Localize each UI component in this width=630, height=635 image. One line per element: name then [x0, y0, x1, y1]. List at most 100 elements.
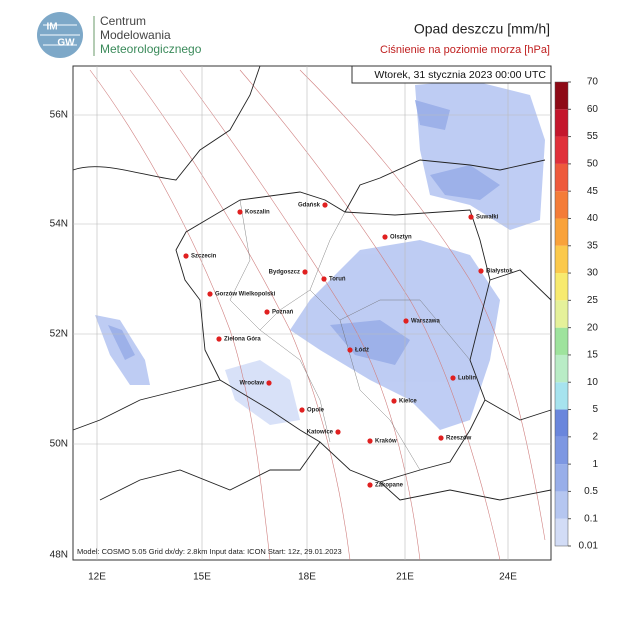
colorbar-segment — [555, 491, 568, 519]
city-label: Poznań — [272, 310, 294, 316]
colorbar-segment — [555, 82, 568, 110]
city-label: Rzeszów — [446, 436, 472, 442]
city-marker — [367, 482, 373, 488]
city-label: Suwałki — [476, 215, 499, 221]
city-label: Koszalin — [245, 210, 270, 216]
colorbar-label: 30 — [587, 268, 599, 279]
colorbar-label: 60 — [587, 104, 599, 115]
city-marker — [347, 347, 353, 353]
lon-label: 24E — [499, 572, 517, 583]
city-marker — [299, 407, 305, 413]
logo: IM GW — [37, 12, 83, 58]
graticule — [73, 66, 551, 560]
city-marker — [468, 214, 474, 220]
lon-label: 21E — [396, 572, 414, 583]
colorbar-segment — [555, 273, 568, 301]
colorbar-frame — [554, 81, 569, 547]
city-marker — [382, 234, 388, 240]
city-marker — [391, 398, 397, 404]
lon-label: 15E — [193, 572, 211, 583]
isobar — [129, 69, 351, 561]
colorbar-label: 10 — [587, 377, 599, 388]
lat-label: 52N — [50, 329, 68, 340]
city-marker — [478, 268, 484, 274]
colorbar-label: 15 — [587, 350, 599, 361]
city-label: Szczecin — [191, 254, 217, 260]
precipitation — [95, 80, 545, 430]
lat-label: 56N — [50, 110, 68, 121]
region-border — [339, 319, 421, 471]
colorbar-segment — [555, 409, 568, 437]
border — [379, 481, 552, 501]
city-label: Wrocław — [239, 381, 264, 387]
city-label: Łódź — [355, 348, 369, 354]
lon-label: 12E — [88, 572, 106, 583]
colorbar-label: 0.01 — [579, 541, 599, 552]
colorbar-label: 20 — [587, 322, 599, 333]
precip-core — [430, 165, 500, 200]
lat-label: 54N — [50, 219, 68, 230]
city-label: Lublin — [458, 376, 476, 382]
city-label: Kraków — [375, 439, 397, 445]
city-marker — [302, 269, 308, 275]
colorbar-segment — [555, 245, 568, 274]
city-label: Toruń — [329, 277, 346, 283]
colorbar-label: 0.1 — [584, 513, 598, 524]
colorbar-segment — [555, 218, 568, 246]
valid-time: Wtorek, 31 stycznia 2023 00:00 UTC — [374, 69, 546, 81]
isobar — [89, 69, 271, 561]
border — [344, 159, 546, 213]
region-border — [309, 289, 471, 361]
colorbar-label: 40 — [587, 213, 599, 224]
logo-text: GW — [57, 38, 75, 49]
org-name: Modelowania — [100, 28, 171, 42]
colorbar-segment — [555, 436, 568, 465]
isobar — [299, 69, 546, 541]
colorbar-label: 1 — [592, 459, 598, 470]
colorbar-label: 0.5 — [584, 486, 598, 497]
region-border — [229, 199, 346, 331]
precip-area — [225, 360, 300, 425]
colorbar-segment — [555, 354, 568, 383]
isobars — [89, 69, 546, 561]
border — [72, 379, 221, 431]
title: Opad deszczu [mm/h] — [414, 21, 550, 37]
axes: 56N 54N 52N 50N 48N 12E 15E 18E 21E 24E — [50, 110, 518, 583]
borders — [72, 65, 552, 501]
city-label: Bydgoszcz — [269, 270, 300, 276]
org-name: Centrum — [100, 14, 146, 28]
city-marker — [335, 429, 341, 435]
isobar — [179, 69, 421, 561]
city-label: Białystok — [486, 269, 513, 275]
city-marker — [216, 336, 222, 342]
colorbar-segment — [555, 109, 568, 137]
logo-text: IM — [46, 22, 57, 33]
coastline — [72, 65, 261, 181]
colorbar-label: 5 — [592, 404, 598, 415]
city-marker — [237, 209, 243, 215]
colorbar-segment — [555, 327, 568, 355]
colorbar-label: 35 — [587, 240, 599, 251]
colorbar-segment — [555, 136, 568, 164]
subtitle: Ciśnienie na poziomie morza [hPa] — [380, 44, 550, 56]
model-info: Model: COSMO 5.05 Grid dx/dy: 2.8km Inpu… — [77, 547, 342, 556]
city-label: Warszawa — [411, 319, 440, 325]
cities: Gdańsk Koszalin Szczecin Olsztyn Suwałki Biał… — [183, 202, 513, 489]
colorbar-segment — [555, 382, 568, 410]
city-marker — [438, 435, 444, 441]
org-name: Meteorologicznego — [100, 42, 202, 56]
regions — [229, 199, 471, 471]
colorbar-label: 55 — [587, 131, 599, 142]
city-label: Zakopane — [375, 483, 404, 489]
city-marker — [266, 380, 272, 386]
colorbar-segment — [555, 163, 568, 192]
city-marker — [367, 438, 373, 444]
precip-core — [330, 320, 410, 365]
lat-label: 48N — [50, 550, 68, 561]
city-label: Gdańsk — [298, 203, 321, 209]
colorbar-segment — [555, 464, 568, 492]
city-marker — [322, 202, 328, 208]
border — [484, 399, 552, 421]
lon-label: 18E — [298, 572, 316, 583]
